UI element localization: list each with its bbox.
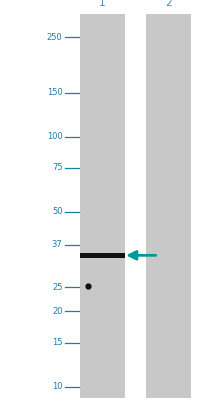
Text: 15: 15 <box>52 338 62 347</box>
Bar <box>80 14 124 398</box>
Text: 37: 37 <box>52 240 62 249</box>
Text: 150: 150 <box>47 88 62 97</box>
Text: 20: 20 <box>52 307 62 316</box>
Text: 75: 75 <box>52 163 62 172</box>
Text: 250: 250 <box>47 33 62 42</box>
Bar <box>145 14 190 398</box>
Text: 50: 50 <box>52 207 62 216</box>
Text: 1: 1 <box>99 0 105 8</box>
Text: 10: 10 <box>52 382 62 391</box>
Text: 2: 2 <box>164 0 171 8</box>
Text: 25: 25 <box>52 282 62 292</box>
Bar <box>80 253 124 258</box>
Text: 100: 100 <box>47 132 62 141</box>
